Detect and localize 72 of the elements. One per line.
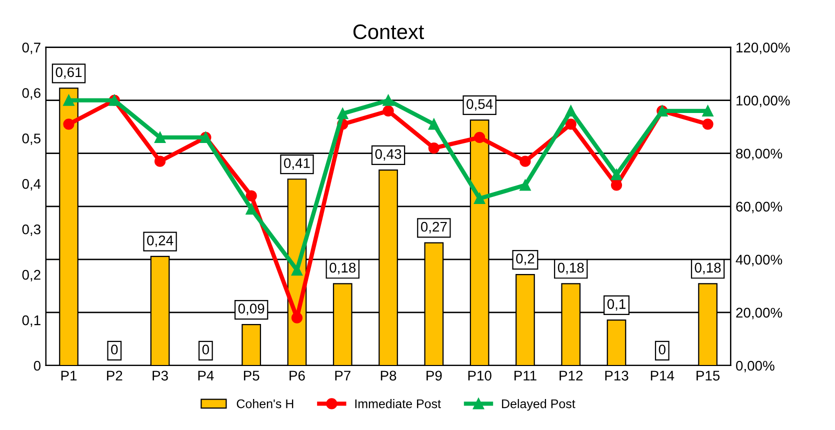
point [610,180,622,191]
data-label: 0 [658,344,666,354]
point [702,105,714,116]
chart-title: Context [353,24,424,40]
data-label: 0 [111,344,118,354]
x-tick-label: P5 [244,370,260,381]
data-label: 0,18 [694,262,721,274]
y2-tick-label: 100,00% [736,96,790,108]
x-tick-label: P2 [107,370,122,380]
point [291,264,303,276]
point [428,142,440,154]
x-tick-label: P4 [198,370,214,380]
y-tick-label: 0,5 [22,134,40,146]
y-tick-label: 0,3 [22,224,40,236]
point [520,180,531,191]
data-label: 0,27 [420,222,447,234]
point [382,105,394,116]
legend-label: Cohen's H [236,399,294,408]
y2-tick-label: 40,00% [736,254,782,266]
point [565,105,576,116]
x-tick-label: P14 [650,370,674,380]
x-tick-label: P12 [560,370,583,380]
y2-tick-label: 120,00% [736,42,790,54]
point [63,94,74,106]
point [474,192,486,204]
x-tick-label: P6 [290,370,305,381]
data-label: 0,09 [238,304,264,316]
y-tick-label: 0,1 [22,315,40,327]
data-label: 0,41 [284,158,310,170]
legend-label: Delayed Post [502,399,576,411]
legend-label: Immediate Post [355,399,441,408]
point [337,108,348,120]
data-label: 0,2 [516,254,534,266]
data-label: 0,61 [56,67,82,79]
y-tick-label: 0,6 [22,88,40,100]
point [246,203,257,215]
x-tick-label: P10 [468,370,492,381]
y-tick-label: 0 [34,360,41,371]
data-label: 0 [202,344,210,354]
data-label: 0,24 [147,235,174,247]
point [382,94,394,106]
point [428,118,440,130]
point [565,118,576,130]
y2-tick-label: 0,00% [736,360,774,372]
point [154,132,166,144]
point [610,169,622,180]
y-tick-label: 0,2 [22,270,40,282]
point [702,118,714,130]
x-tick-label: P15 [696,370,720,381]
point [154,156,166,167]
y-tick-label: 0,4 [22,179,41,190]
data-label: 0,43 [375,149,402,161]
point [246,190,257,202]
y2-tick-label: 20,00% [736,308,782,320]
data-label: 0,54 [466,99,493,111]
x-tick-label: P1 [61,370,77,380]
x-tick-label: P8 [380,370,396,381]
x-tick-label: P3 [152,370,168,381]
y2-tick-label: 80,00% [736,148,782,160]
data-label: 0,18 [330,262,356,274]
point [474,132,486,144]
data-label: 0,1 [607,299,626,311]
x-tick-label: P13 [605,370,628,381]
x-tick-label: P7 [335,370,350,380]
data-label: 0,18 [558,262,584,274]
point [291,312,303,324]
y-tick-label: 0,7 [22,42,40,54]
point [63,118,74,130]
x-tick-label: P11 [514,370,536,380]
point [520,156,531,167]
x-tick-label: P9 [426,370,442,381]
y2-tick-label: 60,00% [736,202,782,214]
